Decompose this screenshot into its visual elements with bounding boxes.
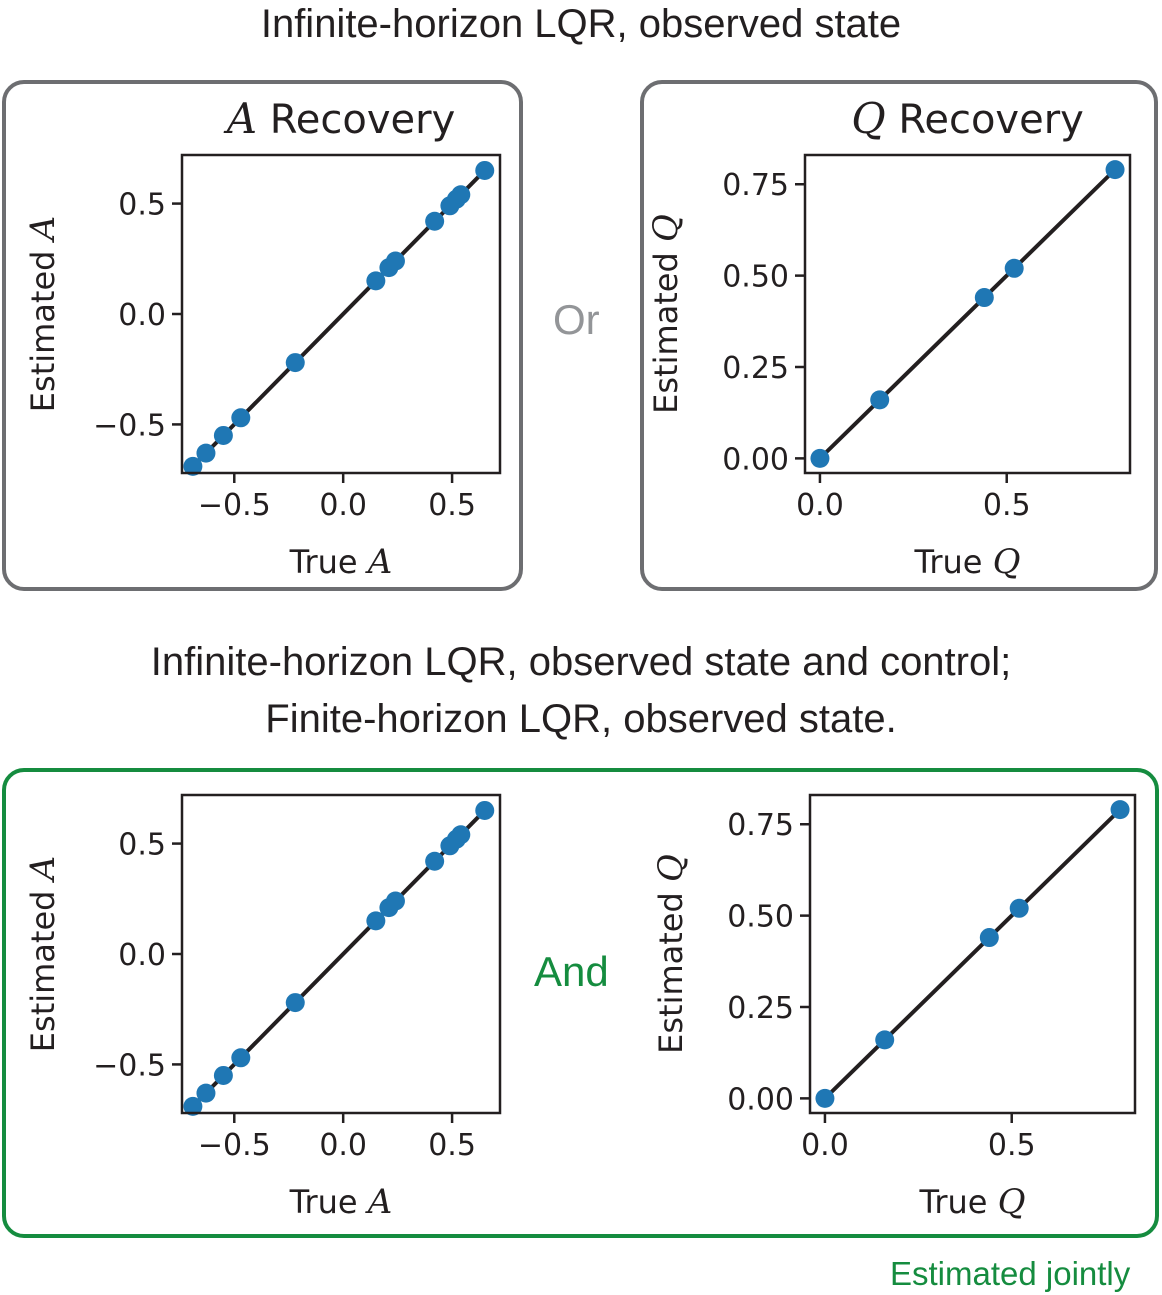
y-axis-label: Estimated A: [23, 856, 63, 1052]
data-point: [385, 251, 405, 271]
x-tick-label: 0.0: [319, 488, 367, 523]
y-tick-label: 0.75: [727, 808, 794, 843]
y-tick-label: 0.50: [722, 260, 789, 295]
scatter-plot-4: 0.0 0.5 0.00 0.25 0.50 0.75 True Q Estimated Q: [651, 793, 1137, 1222]
data-point: [475, 160, 495, 180]
plot-frame: [803, 153, 1132, 475]
x-tick-label: −0.5: [198, 488, 271, 523]
data-point: [974, 288, 994, 308]
x-axis-label: True Q: [913, 542, 1020, 582]
y-tick-label: −0.5: [93, 1048, 166, 1083]
data-point: [231, 408, 251, 428]
data-point: [213, 425, 233, 445]
data-point: [979, 928, 999, 948]
data-point: [1105, 160, 1125, 180]
scatter-plot-2: 0.0 0.5 0.00 0.25 0.50 0.75 True Q Estimated Q Q…: [646, 94, 1132, 582]
y-tick-label: 0.0: [118, 298, 166, 333]
y-tick-label: 0.5: [118, 828, 166, 863]
y-tick-label: 0.00: [727, 1082, 794, 1117]
x-tick-label: −0.5: [198, 1128, 271, 1163]
y-tick-label: 0.00: [722, 442, 789, 477]
joint-estimation-box: [2, 768, 1159, 1238]
data-point: [1009, 898, 1029, 918]
plot-title: Q Recovery: [851, 94, 1084, 143]
data-point: [285, 993, 305, 1013]
bottom-heading-line1: Infinite-horizon LQR, observed state and…: [150, 640, 1012, 684]
data-point: [213, 1065, 233, 1085]
data-point: [451, 825, 471, 845]
data-point: [425, 211, 445, 231]
y-axis-label: Estimated Q: [651, 854, 691, 1054]
data-point: [196, 443, 216, 463]
x-axis-label: True Q: [918, 1182, 1025, 1222]
x-tick-label: 0.5: [988, 1128, 1036, 1163]
scatter-plot-1: −0.5 0.0 0.5 −0.5 0.0 0.5 True A Estimated A A R…: [23, 94, 502, 582]
identity-line: [823, 808, 1122, 1100]
estimated-jointly-note: Estimated jointly: [890, 1255, 1131, 1292]
data-point: [231, 1048, 251, 1068]
scatter-plot-3: −0.5 0.0 0.5 −0.5 0.0 0.5 True A Estimated A: [23, 793, 502, 1222]
data-point: [810, 448, 830, 468]
panel-a-recovery-box: [2, 80, 523, 591]
data-point: [1110, 800, 1130, 820]
x-tick-label: 0.0: [801, 1128, 849, 1163]
plot-title: A Recovery: [223, 94, 456, 143]
plot-frame: [808, 793, 1137, 1115]
data-point: [475, 800, 495, 820]
y-axis-label: Estimated Q: [646, 214, 686, 414]
x-tick-label: 0.0: [319, 1128, 367, 1163]
x-tick-label: 0.5: [428, 1128, 476, 1163]
data-point: [366, 911, 386, 931]
or-connector: Or: [553, 296, 600, 343]
panel-q-recovery-box: [640, 80, 1158, 591]
y-tick-label: 0.25: [722, 351, 789, 386]
data-point: [815, 1088, 835, 1108]
data-point: [451, 185, 471, 205]
data-point: [183, 456, 203, 476]
data-point: [425, 851, 445, 871]
data-point: [385, 891, 405, 911]
x-tick-label: 0.0: [796, 488, 844, 523]
data-point: [870, 390, 890, 410]
y-tick-label: 0.0: [118, 938, 166, 973]
data-point: [1004, 258, 1024, 278]
and-connector: And: [534, 948, 609, 995]
x-axis-label: True A: [289, 1182, 393, 1222]
x-tick-label: 0.5: [983, 488, 1031, 523]
y-axis-label: Estimated A: [23, 216, 63, 412]
data-point: [285, 353, 305, 373]
identity-line: [818, 168, 1117, 460]
data-point: [183, 1096, 203, 1116]
data-point: [875, 1030, 895, 1050]
bottom-heading-line2: Finite-horizon LQR, observed state.: [265, 697, 897, 741]
data-point: [196, 1083, 216, 1103]
y-tick-label: 0.5: [118, 188, 166, 223]
y-tick-label: 0.25: [727, 991, 794, 1026]
y-tick-label: 0.75: [722, 168, 789, 203]
top-heading: Infinite-horizon LQR, observed state: [260, 2, 902, 46]
x-axis-label: True A: [289, 542, 393, 582]
y-tick-label: −0.5: [93, 408, 166, 443]
y-tick-label: 0.50: [727, 900, 794, 935]
x-tick-label: 0.5: [428, 488, 476, 523]
data-point: [366, 271, 386, 291]
